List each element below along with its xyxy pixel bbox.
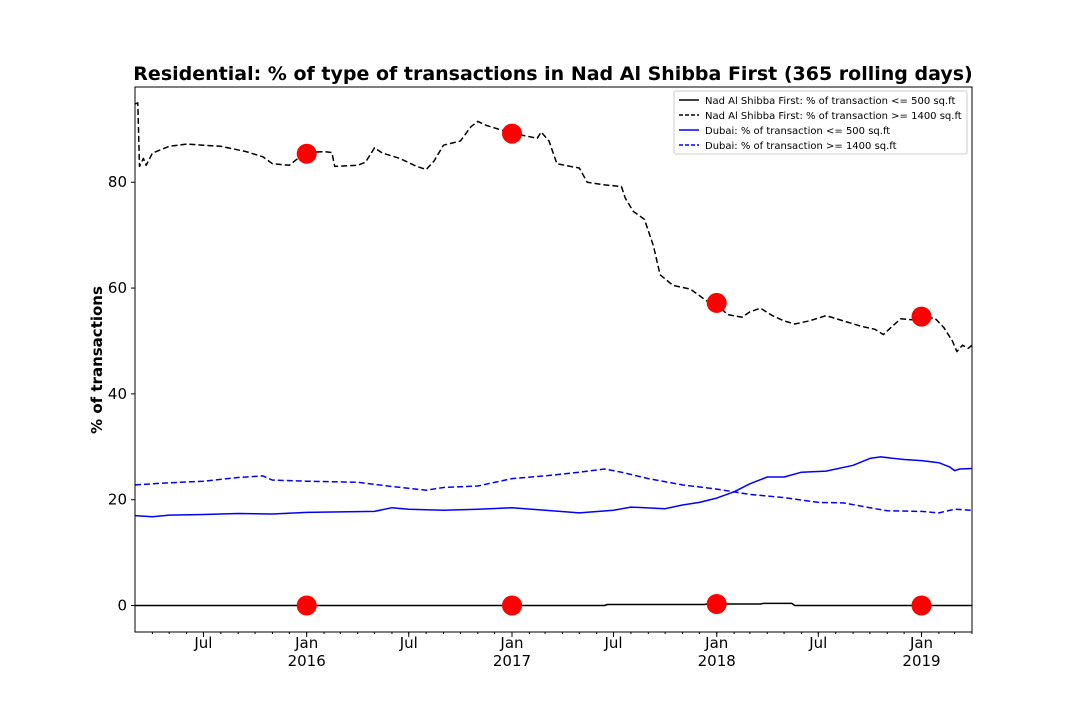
x-tick-year: 2017 [493, 652, 531, 670]
red-marker-7 [706, 594, 727, 614]
x-tick-year: 2019 [902, 652, 940, 670]
legend-label-4: Dubai: % of transaction >= 1400 sq.ft [705, 141, 897, 152]
red-marker-3 [706, 292, 727, 313]
y-axis-label: % of transactions [88, 286, 106, 434]
series-line-1 [135, 602, 972, 607]
legend-label-3: Dubai: % of transaction <= 500 sq.ft [705, 126, 890, 137]
chart-title: Residential: % of type of transactions i… [133, 63, 972, 85]
red-marker-5 [296, 595, 317, 616]
x-tick-label: Jan [499, 634, 523, 652]
x-tick-label: Jul [603, 634, 622, 652]
x-tick-label: Jul [808, 634, 827, 652]
red-marker-4 [911, 306, 932, 327]
x-tick-label: Jan [909, 634, 933, 652]
y-tick-label: 60 [108, 279, 127, 297]
y-tick-label: 80 [108, 173, 127, 191]
legend-box [673, 90, 968, 155]
red-marker-8 [911, 595, 932, 616]
x-tick-label: Jan [294, 634, 318, 652]
y-axis: 0 20 40 60 80 [108, 173, 135, 615]
series-line-2 [134, 102, 973, 353]
marker-layer [296, 123, 932, 616]
red-marker-2 [502, 123, 522, 144]
y-tick-label: 20 [108, 491, 127, 509]
red-marker-6 [502, 595, 522, 616]
plot-area [134, 102, 973, 607]
x-tick-label: Jan [704, 634, 728, 652]
y-tick-label: 40 [108, 385, 127, 403]
red-marker-1 [296, 143, 317, 164]
series-line-3 [134, 456, 973, 518]
x-tick-label: Jul [399, 634, 418, 652]
legend: Nad Al Shibba First: % of transaction <=… [673, 90, 968, 155]
y-tick-label: 0 [117, 597, 127, 615]
legend-label-2: Nad Al Shibba First: % of transaction >=… [705, 111, 962, 122]
x-tick-year: 2018 [698, 652, 736, 670]
plot-frame [134, 86, 973, 633]
legend-label-1: Nad Al Shibba First: % of transaction <=… [705, 96, 955, 107]
series-line-4 [134, 468, 973, 514]
x-tick-label: Jul [193, 634, 212, 652]
x-tick-year: 2016 [288, 652, 326, 670]
